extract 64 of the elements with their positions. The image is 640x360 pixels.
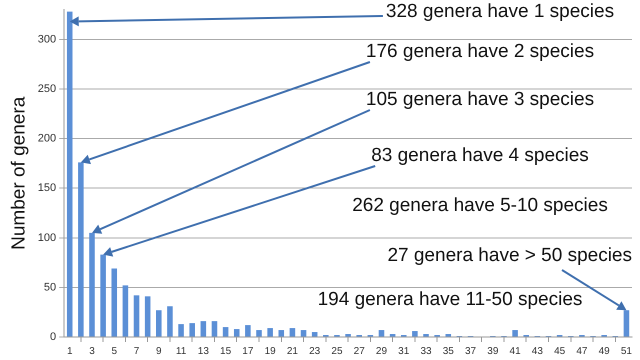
bar (189, 323, 195, 336)
x-tick-label: 33 (420, 346, 432, 357)
bar (512, 330, 518, 336)
bar (167, 306, 173, 336)
annotation: 328 genera have 1 species (386, 1, 614, 22)
bar (200, 321, 206, 336)
annotation: 176 genera have 2 species (366, 41, 594, 62)
bar (245, 325, 251, 336)
x-tick-label: 11 (176, 346, 187, 357)
x-tick-label: 3 (89, 346, 96, 357)
annotation: 194 genera have 11-50 species (318, 289, 582, 310)
x-tick-label: 45 (554, 346, 566, 357)
x-tick-label: 1 (66, 346, 73, 357)
y-tick-label: 300 (38, 33, 56, 46)
bar (300, 330, 306, 336)
x-tick-label: 5 (111, 346, 118, 357)
x-tick-label: 31 (398, 346, 410, 357)
x-tick-label: 13 (198, 346, 210, 357)
x-tick-label: 25 (331, 346, 343, 357)
bar (144, 296, 150, 336)
bar (412, 331, 418, 336)
x-tick-label: 23 (309, 346, 321, 357)
bar (122, 285, 128, 336)
bar (178, 324, 184, 336)
x-tick-label: 47 (576, 346, 588, 357)
x-tick-label: 17 (242, 346, 254, 357)
y-tick-label: 0 (50, 331, 56, 344)
y-tick-label: 150 (38, 182, 56, 194)
y-tick-label: 100 (38, 232, 56, 244)
bar (256, 330, 262, 336)
x-tick-label: 35 (442, 346, 454, 357)
x-tick-label: 21 (286, 346, 298, 357)
x-tick-label: 43 (532, 346, 544, 357)
bar (134, 295, 140, 336)
y-tick-label: 200 (38, 132, 56, 145)
y-tick-label: 250 (38, 83, 56, 95)
bar (267, 328, 273, 336)
annotation: 105 genera have 3 species (366, 89, 594, 110)
bar (156, 310, 162, 336)
x-tick-label: 19 (264, 346, 276, 357)
x-tick-label: 27 (354, 346, 366, 357)
bar (290, 328, 296, 336)
bar (312, 332, 318, 336)
x-tick-label: 51 (620, 346, 632, 357)
x-tick-label: 49 (598, 346, 610, 357)
bar (378, 330, 384, 336)
y-tick-label: 50 (44, 281, 56, 294)
annotation: 83 genera have 4 species (371, 145, 589, 166)
x-tick-label: 37 (464, 346, 477, 357)
x-tick-label: 9 (156, 346, 162, 357)
y-axis-title: Number of genera (8, 96, 30, 250)
bar (212, 321, 218, 336)
annotation: 27 genera have > 50 species (387, 245, 632, 266)
x-tick-label: 15 (220, 346, 232, 357)
x-tick-label: 29 (376, 346, 388, 357)
annotation: 262 genera have 5-10 species (352, 195, 608, 216)
x-tick-label: 7 (134, 346, 140, 357)
bar (66, 12, 73, 336)
bar (111, 268, 118, 336)
bar (278, 330, 284, 336)
x-tick-label: 41 (510, 346, 522, 357)
bar (222, 327, 228, 336)
bar (234, 329, 240, 336)
x-tick-label: 39 (487, 346, 499, 357)
